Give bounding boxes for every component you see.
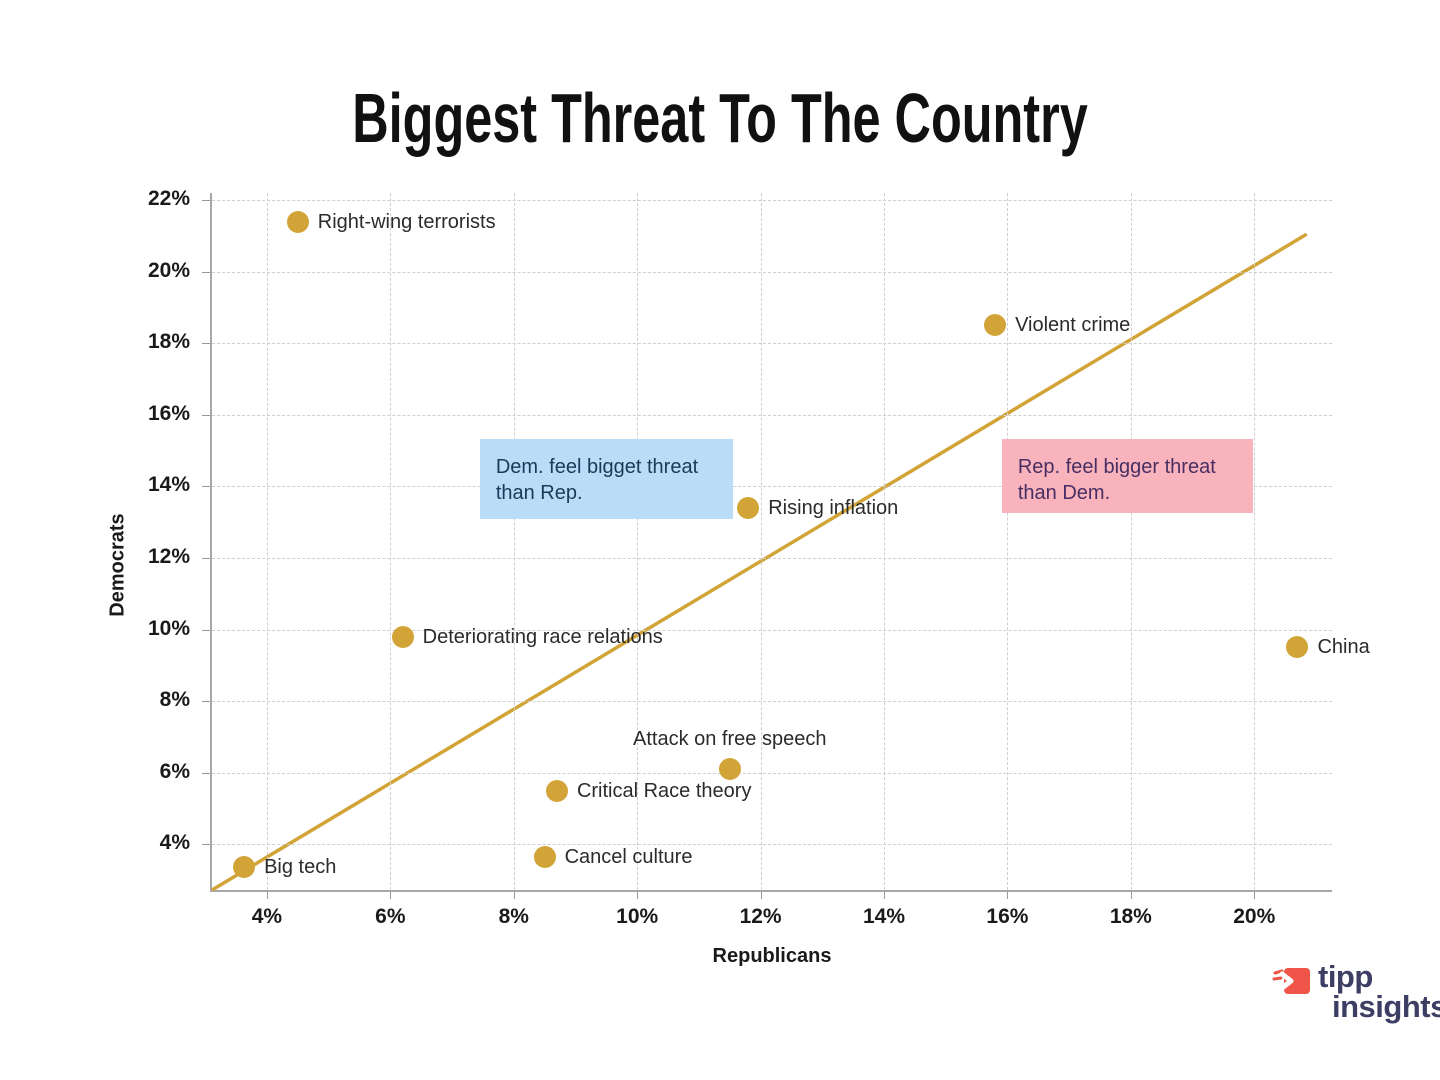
x-tick-label: 4% (251, 905, 283, 928)
y-axis-label: Democrats (106, 513, 129, 617)
data-point-label: Attack on free speech (632, 728, 827, 751)
y-tick-label: 18% (147, 330, 190, 354)
tipp-insights-logo: tipp insights (1272, 959, 1440, 1024)
gridline-vertical (390, 193, 392, 890)
gridline-horizontal (212, 772, 1332, 774)
identity-line (211, 232, 1308, 892)
gridline-horizontal (212, 414, 1332, 416)
gridline-vertical (760, 193, 762, 890)
gridline-horizontal (212, 343, 1332, 345)
x-tick-label: 16% (986, 905, 1029, 928)
gridline-vertical (637, 193, 639, 890)
x-tick-label: 18% (1109, 905, 1152, 928)
x-tick-mark (513, 892, 515, 899)
gridline-horizontal (212, 629, 1332, 631)
x-axis-label: Republicans (712, 945, 832, 967)
y-tick-mark (202, 844, 210, 846)
y-tick-label: 8% (159, 688, 190, 712)
logo-icon (1272, 964, 1314, 1004)
x-tick-label: 6% (375, 905, 406, 928)
x-tick-mark (884, 892, 885, 899)
gridline-vertical (266, 193, 268, 890)
logo-text: tipp insights (1318, 959, 1440, 1024)
x-tick-label: 8% (498, 905, 529, 928)
y-tick-mark (202, 701, 210, 703)
y-tick-mark (202, 271, 210, 273)
data-point-dot (737, 496, 760, 519)
gridline-vertical (1130, 193, 1132, 890)
data-point-dot (545, 779, 568, 802)
x-tick-label: 20% (1233, 905, 1276, 928)
y-tick-mark (202, 414, 210, 416)
y-tick-mark (202, 343, 210, 345)
data-point-dot (984, 314, 1007, 337)
data-point-dot (533, 845, 556, 868)
data-point-label: Cancel culture (564, 845, 693, 868)
data-point-label: Right-wing terrorists (317, 210, 496, 233)
data-point-label: Violent crime (1015, 314, 1131, 337)
data-point-label: Big tech (264, 856, 337, 879)
logo-text-tipp: tipp (1318, 959, 1373, 994)
gridline-horizontal (212, 844, 1332, 846)
data-point-dot (286, 210, 309, 233)
data-point-label: Critical Race theory (576, 779, 752, 802)
y-tick-label: 16% (147, 401, 190, 425)
x-tick-mark (1007, 892, 1009, 899)
y-tick-mark (202, 486, 210, 488)
x-tick-label: 12% (739, 905, 782, 928)
annotation-rep-box: Rep. feel bigger threat than Dem. (1001, 438, 1253, 514)
y-tick-mark (202, 772, 210, 774)
y-tick-mark (202, 629, 210, 631)
y-tick-label: 4% (159, 831, 190, 855)
y-tick-label: 12% (147, 544, 190, 568)
gridline-vertical (884, 193, 885, 890)
y-tick-mark (202, 200, 210, 202)
y-tick-label: 6% (159, 759, 190, 783)
x-axis-spine (210, 890, 1332, 892)
data-point-label: China (1317, 636, 1370, 659)
data-point-label: Rising inflation (768, 496, 899, 519)
gridline-vertical (513, 193, 515, 890)
gridline-vertical (1007, 193, 1009, 890)
gridline-horizontal (212, 557, 1332, 559)
gridline-horizontal (212, 200, 1332, 202)
logo-text-insights: insights (1332, 989, 1440, 1024)
y-tick-mark (202, 557, 210, 559)
x-tick-mark (1254, 892, 1256, 899)
data-point-label: Deteriorating race relations (422, 625, 663, 648)
page-title: Biggest Threat To The Country (352, 79, 1088, 157)
y-axis-spine (210, 193, 212, 892)
identity-line-layer (211, 232, 1308, 892)
y-tick-label: 20% (147, 258, 190, 282)
data-point-dot (391, 625, 414, 648)
gridline-horizontal (212, 271, 1332, 273)
gridline-horizontal (212, 486, 1332, 488)
x-tick-label: 14% (862, 905, 906, 928)
data-point-dot (233, 856, 256, 879)
data-point-dot (718, 758, 741, 781)
y-tick-label: 22% (147, 187, 190, 211)
gridline-horizontal (212, 701, 1332, 703)
y-tick-label: 14% (147, 473, 190, 497)
gridline-vertical (1254, 193, 1256, 890)
x-tick-mark (390, 892, 392, 899)
x-tick-mark (1130, 892, 1132, 899)
y-tick-label: 10% (147, 616, 190, 640)
x-tick-mark (760, 892, 762, 899)
data-point-dot (1286, 636, 1309, 659)
x-tick-mark (637, 892, 639, 899)
x-tick-mark (266, 892, 268, 899)
chart-plot-area: 4% 6% 8% 10% 12% 14% 16% 18% 20% 22% 4% 6% 8% 10% 12% 1… (148, 187, 1370, 928)
x-tick-label: 10% (616, 905, 659, 928)
annotation-dem-box: Dem. feel bigget threat than Rep. (479, 438, 733, 520)
